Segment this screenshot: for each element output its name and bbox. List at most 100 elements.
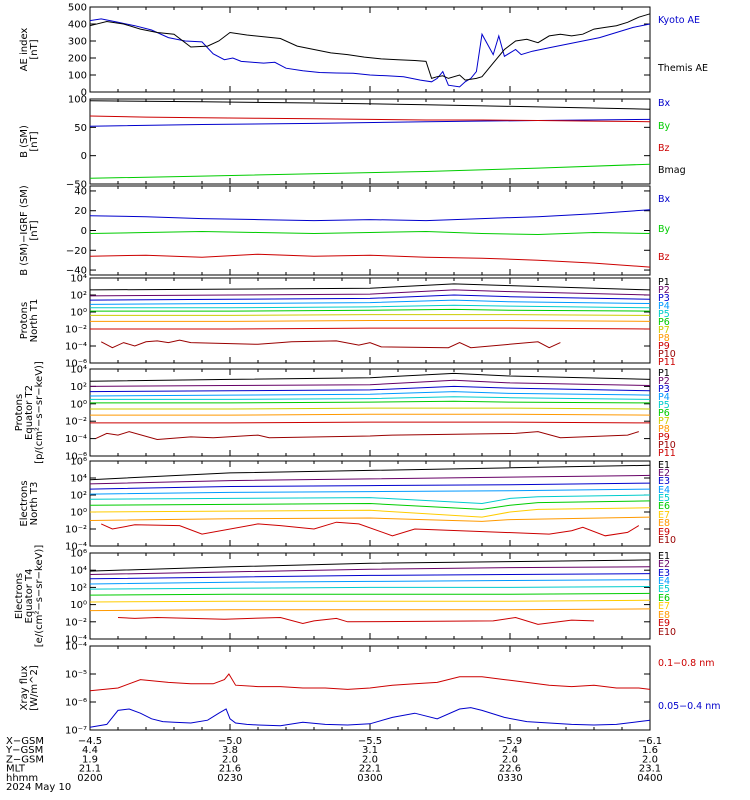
bottom-row-value: 23.1 (639, 764, 661, 775)
series-line-p1 (89, 283, 651, 291)
series-line-p10 (95, 431, 639, 441)
legend-entry: E8 (658, 610, 670, 621)
legend-entry: By (658, 224, 671, 235)
panel-elec_t4: 10⁶ 10⁴ 10² 10⁰ 10⁻² 10⁻⁴ Electrons Equator T4[… (14, 545, 676, 648)
y-tick-label: 10⁰ (70, 600, 87, 611)
series-line-p7 (90, 407, 651, 410)
y-axis-label: Protons (14, 394, 25, 431)
bottom-row-value: 2.0 (642, 754, 658, 765)
y-tick-label: 10⁰ (70, 308, 87, 319)
panel-prot_t1: 10⁴ 10² 10⁰ 10⁻² 10⁻⁴ 10⁻⁶ Protons North T1 P1P2… (19, 274, 676, 370)
y-tick-label: 10² (70, 382, 87, 393)
y-tick-label: 10² (70, 291, 87, 302)
y-axis-label: [p/(cm²−s−sr−keV)] (34, 361, 45, 464)
bottom-row-value: 2.0 (222, 754, 238, 765)
y-axis-label: North T3 (29, 482, 40, 526)
y-tick-label: 10⁴ (70, 474, 87, 485)
panel-bdiff: −40 −20 0 20 40 B (SM)−IGRF (SM) [nT] Bx By Bz (19, 185, 671, 276)
legend-entry: P6 (658, 317, 670, 328)
y-axis-label: Electrons (14, 573, 25, 619)
y-tick-label: 10⁴ (70, 566, 87, 577)
y-tick-label: 300 (68, 37, 87, 48)
series-line-e6 (89, 592, 651, 596)
y-tick-label: 100 (68, 71, 87, 82)
series-line-e1 (89, 559, 651, 572)
bottom-row-value: 2.0 (502, 754, 518, 765)
series-line-p7 (90, 314, 651, 316)
series-line-e6 (89, 500, 651, 510)
legend-entry: 0.1−0.8 nm (658, 658, 714, 669)
legend-entry: E9 (658, 527, 670, 538)
y-axis-label: [nT] (29, 39, 40, 59)
y-tick-label: 10⁰ (70, 508, 87, 519)
series-line-e2 (89, 474, 651, 485)
y-tick-label: 10⁻² (65, 617, 87, 628)
series-line-e4 (89, 488, 651, 495)
panel-frame (89, 98, 651, 185)
bottom-row-value: −4.5 (78, 736, 102, 747)
y-tick-label: 10⁻⁶ (65, 452, 87, 463)
bottom-row-value: 0400 (637, 773, 662, 784)
legend-entry: P10 (658, 349, 676, 360)
series-line-e9 (100, 521, 640, 537)
legend-entry: Bz (658, 143, 670, 154)
series-line-p5 (90, 304, 651, 309)
legend-entry: E7 (658, 601, 670, 612)
y-tick-label: 50 (74, 123, 87, 134)
bottom-row-value: 1.6 (642, 745, 658, 756)
series-line-p6 (90, 400, 651, 404)
panel-xray: 10⁻⁴ 10⁻⁵ 10⁻⁶ 10⁻⁷ Xray flux [W/m^2] 0.1−0.8 … (19, 642, 721, 737)
y-axis-label: [nT] (29, 131, 40, 151)
legend-entry: Bx (658, 194, 671, 205)
legend-entry: E3 (658, 476, 670, 487)
y-axis: 10⁻⁴ 10⁻⁵ 10⁻⁶ 10⁻⁷ (65, 642, 650, 737)
y-tick-label: 0 (81, 88, 87, 99)
y-tick-label: −50 (66, 180, 87, 191)
legend-entry: E4 (658, 485, 670, 496)
series-line-p3 (89, 294, 651, 301)
bottom-row-value: 0330 (497, 773, 522, 784)
legend-entry: P1 (658, 277, 670, 288)
legend-entry: P9 (658, 341, 670, 352)
panel-frame (89, 368, 651, 457)
legend-entry: Kyoto AE (658, 15, 700, 26)
bottom-row-label: Z−GSM (6, 754, 44, 765)
legend-entry: Bmag (658, 165, 686, 176)
series-line-bz (89, 253, 651, 268)
legend-entry: Bz (658, 252, 670, 263)
y-tick-label: 500 (68, 3, 87, 14)
series-line-p9 (90, 421, 651, 424)
series-line-e2 (89, 566, 651, 575)
legend-entry: E7 (658, 510, 670, 521)
bottom-row-value: 0300 (357, 773, 382, 784)
bottom-row-value: 21.6 (219, 764, 241, 775)
y-tick-label: 10⁻⁶ (65, 698, 87, 709)
y-tick-label: 0 (81, 226, 87, 237)
panel-bsm: −50 0 50 100 B (SM) [nT] Bx By Bz Bmag (19, 95, 686, 191)
bottom-row-value: 2.0 (362, 754, 378, 765)
y-tick-label: 20 (74, 206, 87, 217)
series-line-p2 (89, 379, 651, 387)
y-tick-label: 10⁻⁴ (65, 642, 87, 653)
legend-entry: P5 (658, 400, 670, 411)
series-line-e7 (89, 507, 651, 518)
bottom-row-value: 0200 (77, 773, 102, 784)
bottom-row-value: 2.4 (502, 745, 518, 756)
legend-entry: P4 (658, 301, 670, 312)
panel-prot_t2: 10⁴ 10² 10⁰ 10⁻² 10⁻⁴ 10⁻⁶ Protons Equator T2 [p… (14, 361, 676, 464)
y-axis-label: AE index (19, 28, 30, 72)
legend-entry: E1 (658, 551, 670, 562)
y-tick-label: 10⁻⁴ (65, 542, 87, 553)
legend-entry: P1 (658, 368, 670, 379)
bottom-row-value: −5.0 (218, 736, 242, 747)
y-tick-label: 10⁶ (70, 549, 87, 560)
legend-entry: P11 (658, 448, 676, 459)
legend-entry: P2 (658, 285, 670, 296)
panel-frame (89, 6, 651, 93)
y-tick-label: 400 (68, 20, 87, 31)
bottom-row-label: X−GSM (6, 736, 44, 747)
legend-entry: 0.05−0.4 nm (658, 701, 721, 712)
legend-entry: E6 (658, 593, 670, 604)
